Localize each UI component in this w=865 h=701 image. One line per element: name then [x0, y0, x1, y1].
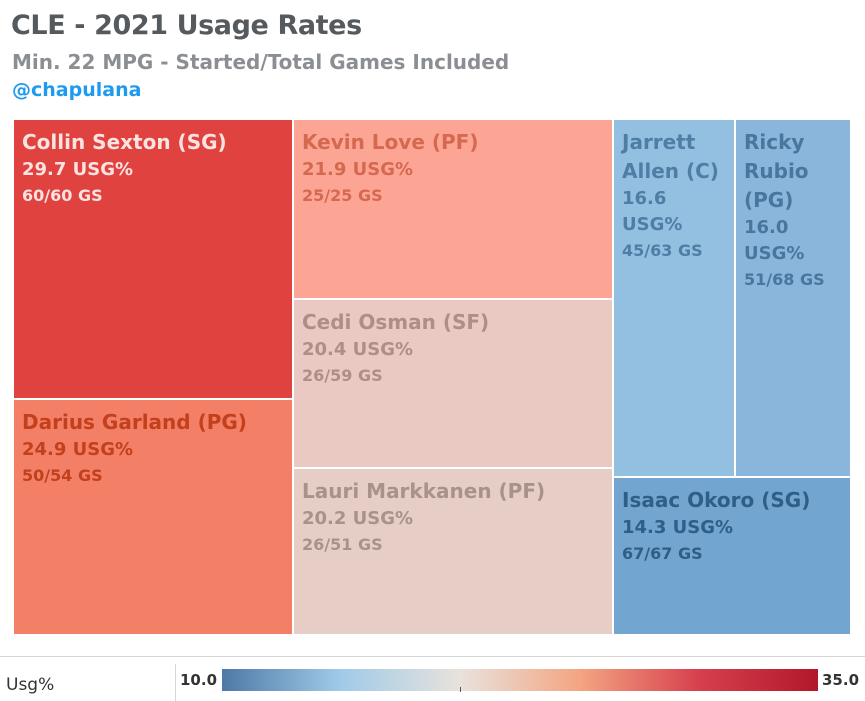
legend-separator — [175, 664, 176, 701]
games-started-label: 67/67 GS — [622, 544, 703, 563]
player-name: Jarrett Allen (C) — [622, 130, 719, 183]
player-name: Cedi Osman (SF) — [302, 310, 490, 334]
usage-rate-label: 20.4 USG% — [302, 339, 414, 360]
legend-divider — [0, 656, 865, 657]
treemap-cell[interactable]: Lauri Markkanen (PF) 20.2 USG% 26/51 GS — [293, 468, 613, 635]
games-started-label: 60/60 GS — [22, 186, 103, 205]
usage-rate-label: 16.0 USG% — [744, 217, 805, 264]
treemap-cell[interactable]: Ricky Rubio (PG) 16.0 USG% 51/68 GS — [735, 119, 851, 477]
treemap-cell[interactable]: Darius Garland (PG) 24.9 USG% 50/54 GS — [13, 399, 293, 635]
games-started-label: 45/63 GS — [622, 241, 703, 260]
legend-title: Usg% — [6, 675, 55, 695]
player-name: Isaac Okoro (SG) — [622, 488, 811, 512]
treemap-cell[interactable]: Cedi Osman (SF) 20.4 USG% 26/59 GS — [293, 299, 613, 468]
games-started-label: 26/59 GS — [302, 366, 383, 385]
usage-rate-label: 14.3 USG% — [622, 517, 734, 538]
treemap-cell[interactable]: Jarrett Allen (C) 16.6 USG% 45/63 GS — [613, 119, 735, 477]
author-handle[interactable]: @chapulana — [12, 79, 142, 101]
legend-min-value: 10.0 — [180, 671, 218, 689]
player-name: Lauri Markkanen (PF) — [302, 479, 546, 503]
games-started-label: 50/54 GS — [22, 466, 103, 485]
color-scale-bar — [222, 669, 818, 691]
usage-rate-label: 16.6 USG% — [622, 188, 683, 235]
chart-title: CLE - 2021 Usage Rates — [11, 10, 362, 41]
treemap-cell[interactable]: Isaac Okoro (SG) 14.3 USG% 67/67 GS — [613, 477, 851, 635]
games-started-label: 51/68 GS — [744, 270, 825, 289]
player-name: Darius Garland (PG) — [22, 410, 247, 434]
usage-rate-label: 24.9 USG% — [22, 439, 134, 460]
usage-rate-label: 21.9 USG% — [302, 159, 414, 180]
usage-rate-label: 29.7 USG% — [22, 159, 134, 180]
player-name: Kevin Love (PF) — [302, 130, 479, 154]
legend-midpoint-tick — [460, 687, 461, 692]
treemap-cell[interactable]: Collin Sexton (SG) 29.7 USG% 60/60 GS — [13, 119, 293, 399]
games-started-label: 26/51 GS — [302, 535, 383, 554]
usage-rate-label: 20.2 USG% — [302, 508, 414, 529]
legend-max-value: 35.0 — [822, 671, 860, 689]
player-name: Ricky Rubio (PG) — [744, 130, 809, 212]
player-name: Collin Sexton (SG) — [22, 130, 227, 154]
chart-subtitle: Min. 22 MPG - Started/Total Games Includ… — [12, 50, 510, 74]
treemap-chart: Collin Sexton (SG) 29.7 USG% 60/60 GS Dariu… — [13, 119, 851, 635]
games-started-label: 25/25 GS — [302, 186, 383, 205]
treemap-cell[interactable]: Kevin Love (PF) 21.9 USG% 25/25 GS — [293, 119, 613, 299]
